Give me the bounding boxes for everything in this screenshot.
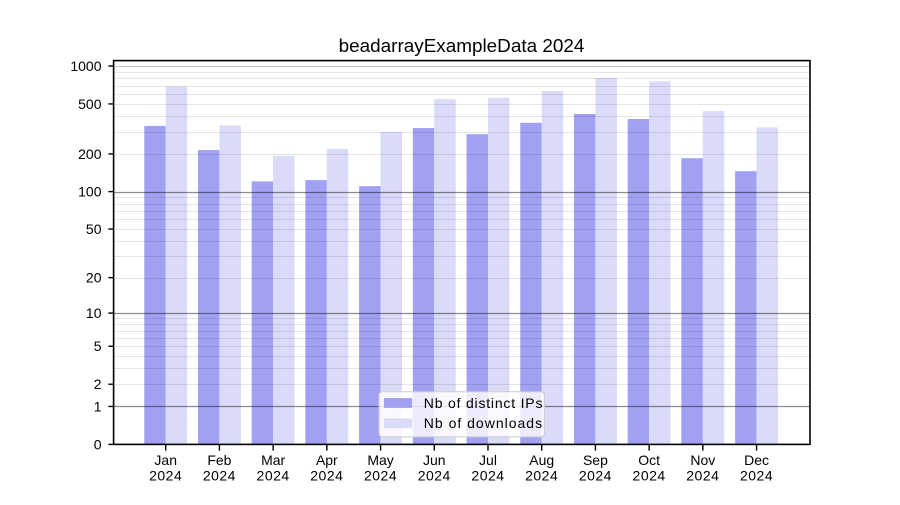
svg-text:1000: 1000 (70, 58, 101, 74)
svg-text:100: 100 (78, 184, 102, 200)
svg-text:20: 20 (86, 270, 102, 286)
svg-text:10: 10 (86, 305, 102, 321)
svg-text:1: 1 (94, 398, 102, 414)
svg-text:2024: 2024 (149, 468, 182, 484)
svg-text:Apr: Apr (316, 452, 338, 468)
svg-text:2024: 2024 (310, 468, 343, 484)
svg-text:500: 500 (78, 96, 102, 112)
svg-text:Feb: Feb (207, 452, 231, 468)
svg-text:50: 50 (86, 221, 102, 237)
svg-text:2024: 2024 (418, 468, 451, 484)
svg-text:beadarrayExampleData 2024: beadarrayExampleData 2024 (339, 36, 585, 57)
svg-text:2024: 2024 (579, 468, 612, 484)
svg-text:5: 5 (94, 338, 102, 354)
svg-text:Aug: Aug (529, 452, 554, 468)
svg-text:2024: 2024 (740, 468, 773, 484)
svg-text:2024: 2024 (203, 468, 236, 484)
svg-text:2024: 2024 (686, 468, 719, 484)
svg-text:May: May (367, 452, 393, 468)
svg-text:2024: 2024 (471, 468, 504, 484)
svg-text:Nb of distinct IPs: Nb of distinct IPs (424, 395, 543, 411)
svg-text:Sep: Sep (583, 452, 608, 468)
svg-text:2: 2 (94, 376, 102, 392)
svg-text:Nb of downloads: Nb of downloads (424, 415, 543, 431)
svg-text:0: 0 (94, 436, 102, 452)
svg-text:2024: 2024 (525, 468, 558, 484)
svg-text:Mar: Mar (261, 452, 285, 468)
svg-text:Jan: Jan (154, 452, 177, 468)
svg-text:2024: 2024 (633, 468, 666, 484)
svg-text:Jul: Jul (479, 452, 497, 468)
svg-text:Jun: Jun (423, 452, 446, 468)
svg-text:Nov: Nov (690, 452, 715, 468)
svg-text:2024: 2024 (257, 468, 290, 484)
svg-text:Dec: Dec (744, 452, 769, 468)
svg-text:Oct: Oct (638, 452, 660, 468)
svg-text:200: 200 (78, 146, 102, 162)
svg-text:2024: 2024 (364, 468, 397, 484)
